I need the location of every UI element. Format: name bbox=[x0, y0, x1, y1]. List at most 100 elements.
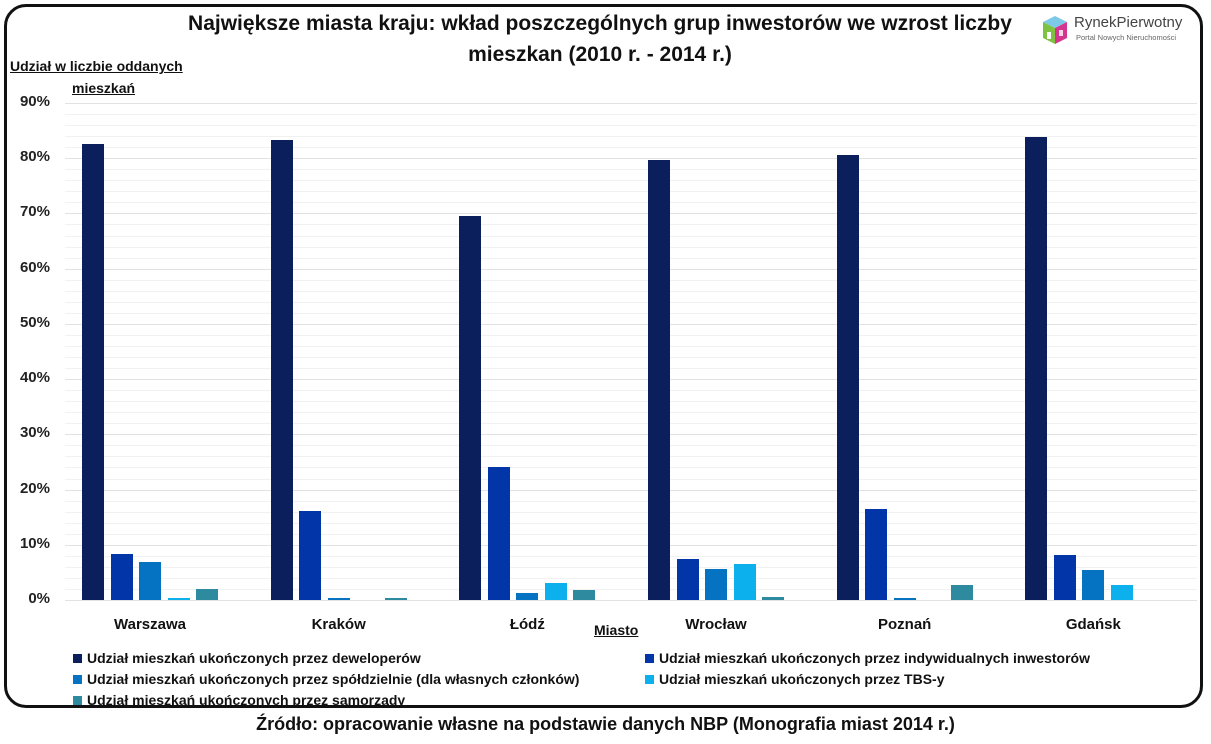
minor-gridline bbox=[65, 577, 1197, 579]
bar bbox=[1025, 137, 1048, 600]
major-gridline bbox=[65, 544, 1197, 546]
minor-gridline bbox=[65, 180, 1197, 182]
minor-gridline bbox=[65, 290, 1197, 292]
plot-area bbox=[65, 103, 1197, 601]
minor-gridline bbox=[65, 533, 1197, 535]
minor-gridline bbox=[65, 566, 1197, 568]
x-tick-label: Łódź bbox=[509, 616, 545, 633]
minor-gridline bbox=[65, 312, 1197, 314]
bar bbox=[516, 592, 539, 600]
legend-swatch-icon bbox=[645, 674, 654, 684]
y-tick-label: 50% bbox=[19, 313, 50, 331]
bar bbox=[487, 466, 510, 600]
major-gridline bbox=[65, 323, 1197, 325]
minor-gridline bbox=[65, 555, 1197, 557]
bar bbox=[82, 143, 104, 600]
source-note: Źródło: opracowanie własne na podstawie … bbox=[256, 714, 955, 734]
y-tick-label: 70% bbox=[19, 203, 50, 221]
minor-gridline bbox=[65, 257, 1197, 259]
x-tick-label: Warszawa bbox=[114, 616, 186, 633]
minor-gridline bbox=[65, 390, 1197, 392]
y-tick-label: 20% bbox=[19, 479, 50, 497]
minor-gridline bbox=[65, 478, 1197, 480]
x-tick-label: Wrocław bbox=[685, 616, 747, 633]
minor-gridline bbox=[65, 500, 1197, 502]
x-axis-title: Miasto bbox=[594, 622, 639, 638]
bar bbox=[544, 583, 567, 600]
minor-gridline bbox=[65, 412, 1197, 414]
legend-item: Udział mieszkań ukończonych przez indywi… bbox=[645, 650, 1090, 666]
minor-gridline bbox=[65, 125, 1197, 127]
legend-swatch-icon bbox=[73, 674, 82, 684]
legend-swatch-icon bbox=[73, 653, 82, 663]
legend-item: Udział mieszkań ukończonych przez dewelo… bbox=[73, 650, 421, 666]
major-gridline bbox=[65, 434, 1197, 436]
minor-gridline bbox=[65, 114, 1197, 116]
y-tick-label: 60% bbox=[19, 258, 50, 276]
minor-gridline bbox=[65, 522, 1197, 524]
y-axis-title-line2: mieszkań bbox=[72, 80, 136, 96]
legend-label: Udział mieszkań ukończonych przez indywi… bbox=[659, 650, 1090, 666]
legend-label: Udział mieszkań ukończonych przez dewelo… bbox=[87, 650, 421, 666]
y-tick-label: 10% bbox=[19, 534, 50, 552]
minor-gridline bbox=[65, 456, 1197, 458]
minor-gridline bbox=[65, 301, 1197, 303]
legend-item: Udział mieszkań ukończonych przez samorz… bbox=[73, 692, 405, 708]
x-tick-label: Kraków bbox=[311, 616, 366, 633]
minor-gridline bbox=[65, 445, 1197, 447]
bar bbox=[762, 596, 784, 600]
bar bbox=[648, 159, 670, 600]
bar bbox=[836, 154, 859, 600]
bar bbox=[327, 598, 350, 600]
minor-gridline bbox=[65, 169, 1197, 171]
chart-title: Największe miasta kraju: wkład poszczegó… bbox=[150, 8, 1050, 70]
bar bbox=[1053, 554, 1076, 600]
minor-gridline bbox=[65, 588, 1197, 590]
logo-brand: RynekPierwotny bbox=[1074, 14, 1183, 31]
y-axis-title: Udział w liczbie oddanych mieszkań bbox=[10, 55, 183, 99]
major-gridline bbox=[65, 158, 1197, 160]
bar bbox=[384, 597, 407, 600]
minor-gridline bbox=[65, 147, 1197, 149]
minor-gridline bbox=[65, 224, 1197, 226]
chart-title-line2: mieszkan (2010 r. - 2014 r.) bbox=[468, 43, 732, 66]
bar bbox=[167, 598, 190, 600]
legend-label: Udział mieszkań ukończonych przez TBS-y bbox=[659, 671, 945, 687]
y-axis-title-line1: Udział w liczbie oddanych bbox=[10, 58, 183, 74]
y-tick-label: 90% bbox=[19, 93, 50, 110]
major-gridline bbox=[65, 103, 1197, 104]
y-tick-label: 0% bbox=[28, 590, 50, 607]
minor-gridline bbox=[65, 202, 1197, 204]
bar bbox=[1110, 585, 1133, 600]
minor-gridline bbox=[65, 401, 1197, 403]
bar bbox=[733, 564, 756, 600]
y-tick-label: 80% bbox=[19, 148, 50, 166]
minor-gridline bbox=[65, 334, 1197, 336]
x-tick-label: Gdańsk bbox=[1065, 616, 1121, 633]
bar bbox=[705, 569, 727, 600]
bar bbox=[950, 585, 973, 600]
bar bbox=[676, 559, 699, 600]
bar bbox=[110, 554, 133, 600]
major-gridline bbox=[65, 268, 1197, 270]
legend-item: Udział mieszkań ukończonych przez spółdz… bbox=[73, 671, 579, 687]
bar bbox=[893, 598, 916, 600]
bar bbox=[1082, 570, 1105, 600]
minor-gridline bbox=[65, 191, 1197, 193]
minor-gridline bbox=[65, 279, 1197, 281]
chart-title-line1: Największe miasta kraju: wkład poszczegó… bbox=[188, 12, 1012, 35]
bar bbox=[196, 588, 218, 600]
rynekpierwotny-logo: RynekPierwotny Portal Nowych Nieruchomoś… bbox=[1040, 12, 1200, 48]
bar bbox=[299, 511, 322, 600]
bar bbox=[573, 589, 596, 600]
minor-gridline bbox=[65, 345, 1197, 347]
legend-swatch-icon bbox=[645, 653, 654, 663]
major-gridline bbox=[65, 600, 1197, 601]
minor-gridline bbox=[65, 357, 1197, 359]
major-gridline bbox=[65, 213, 1197, 215]
y-tick-label: 30% bbox=[19, 424, 50, 442]
minor-gridline bbox=[65, 368, 1197, 370]
minor-gridline bbox=[65, 511, 1197, 513]
legend-label: Udział mieszkań ukończonych przez samorz… bbox=[87, 692, 406, 708]
minor-gridline bbox=[65, 467, 1197, 469]
